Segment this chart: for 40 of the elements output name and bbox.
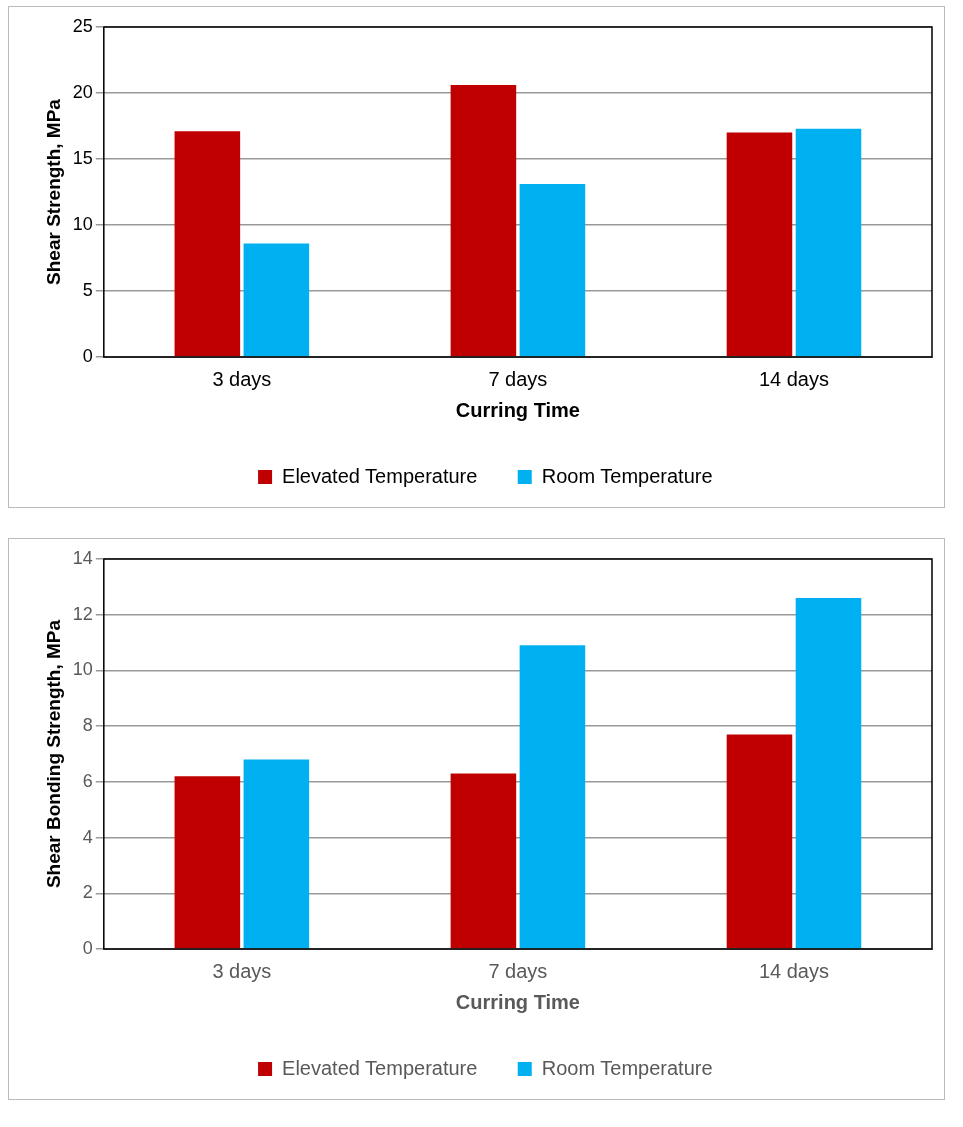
y-tick-label: 12	[72, 603, 93, 624]
x-axis-title: Curring Time	[455, 990, 580, 1013]
bar	[519, 645, 586, 949]
y-tick-label: 20	[72, 81, 93, 102]
bar	[243, 759, 310, 949]
x-tick-label: 7 days	[488, 959, 548, 982]
y-tick-label: 0	[82, 937, 93, 958]
legend-label: Elevated Temperature	[282, 1056, 478, 1079]
x-tick-label: 3 days	[212, 367, 272, 390]
y-tick-label: 15	[72, 147, 93, 168]
bar	[795, 128, 862, 357]
x-tick-label: 3 days	[212, 959, 272, 982]
x-tick-label: 14 days	[758, 367, 829, 390]
legend-label: Room Temperature	[541, 464, 713, 487]
y-axis-title: Shear Bonding Strength, MPa	[42, 619, 64, 889]
legend-label: Room Temperature	[541, 1056, 713, 1079]
legend-label: Elevated Temperature	[282, 464, 478, 487]
y-tick-label: 8	[82, 715, 93, 736]
bar	[726, 132, 793, 357]
y-tick-label: 2	[82, 882, 93, 903]
y-tick-label: 25	[72, 15, 93, 36]
bar	[174, 776, 241, 949]
bar	[243, 243, 310, 357]
x-axis-title: Curring Time	[455, 398, 580, 421]
y-tick-label: 10	[72, 659, 93, 680]
y-axis-title: Shear Strength, MPa	[42, 98, 64, 285]
y-tick-label: 0	[82, 345, 93, 366]
y-tick-label: 4	[82, 826, 93, 847]
y-tick-label: 14	[72, 547, 93, 568]
y-tick-label: 6	[82, 770, 93, 791]
bar	[450, 773, 517, 949]
bar	[726, 734, 793, 949]
y-tick-label: 5	[82, 279, 93, 300]
bar	[450, 85, 517, 357]
y-tick-label: 10	[72, 213, 93, 234]
x-tick-label: 14 days	[758, 959, 829, 982]
bar	[795, 598, 862, 949]
bar	[174, 131, 241, 357]
x-tick-label: 7 days	[488, 367, 548, 390]
bar	[519, 184, 586, 357]
